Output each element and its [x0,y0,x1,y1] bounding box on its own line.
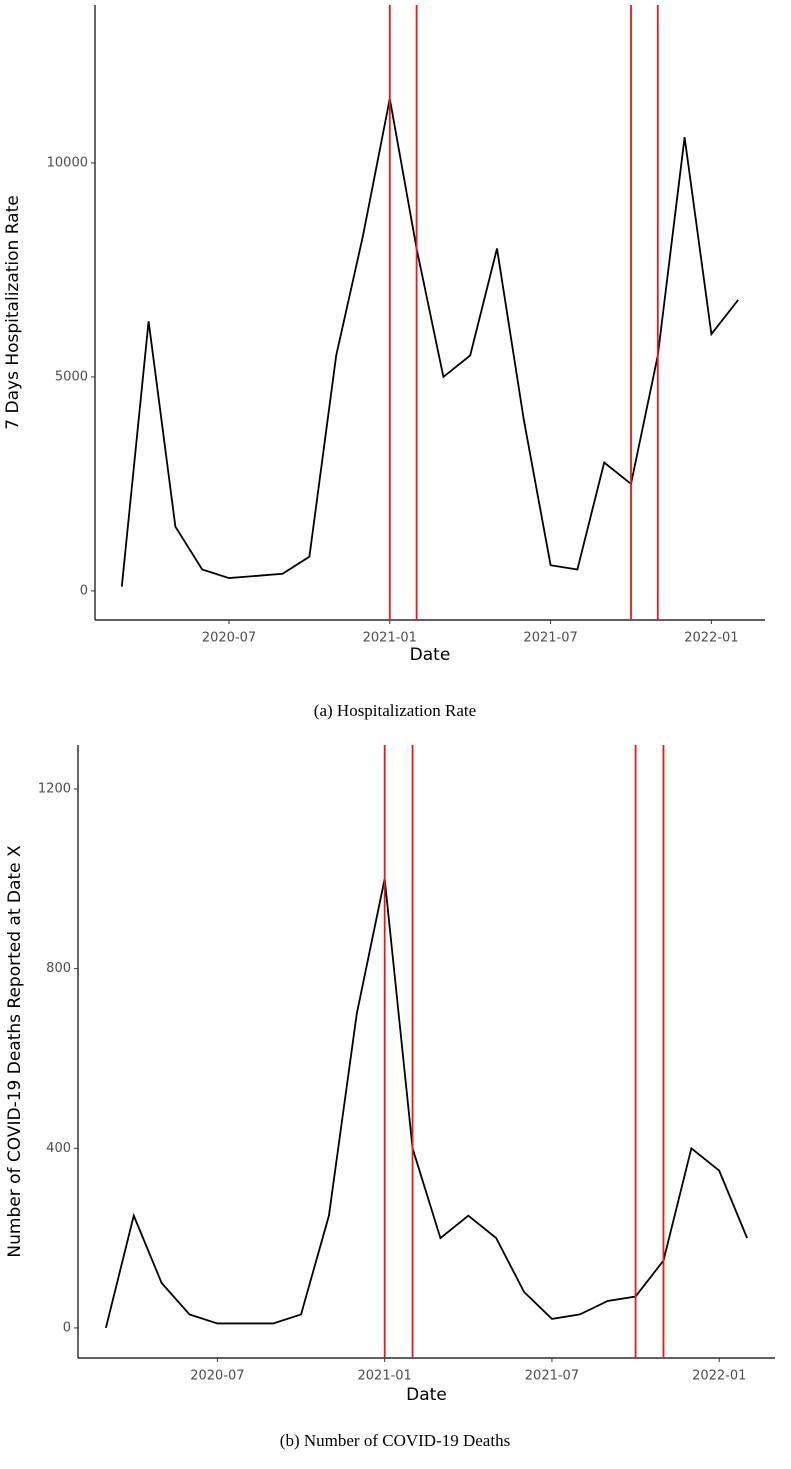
x-tick-label: 2021-01 [363,631,417,646]
x-tick-label: 2022-01 [692,1369,746,1384]
x-tick-label: 2022-01 [684,631,738,646]
data-line [105,878,748,1329]
y-tick-label: 400 [46,1141,71,1156]
y-axis-title: 7 Days Hospitalization Rate [3,195,23,429]
y-tick-label: 0 [63,1320,71,1335]
y-tick-label: 1200 [38,782,71,797]
caption: (a) Hospitalization Rate [314,701,476,720]
x-axis-title: Date [406,1385,447,1405]
x-tick-label: 2020-07 [202,631,256,646]
y-tick-label: 10000 [47,155,88,170]
y-tick-label: 0 [80,583,88,598]
x-tick-label: 2021-07 [525,1369,579,1384]
y-tick-label: 800 [46,961,71,976]
x-tick-label: 2021-01 [358,1369,412,1384]
y-tick-label: 5000 [55,369,88,384]
caption: (b) Number of COVID-19 Deaths [280,1431,510,1450]
x-tick-label: 2021-07 [523,631,577,646]
y-axis-title: Number of COVID-19 Deaths Reported at Da… [5,845,25,1258]
data-line [120,98,739,587]
x-tick-label: 2020-07 [190,1369,244,1384]
x-axis-title: Date [410,645,451,665]
